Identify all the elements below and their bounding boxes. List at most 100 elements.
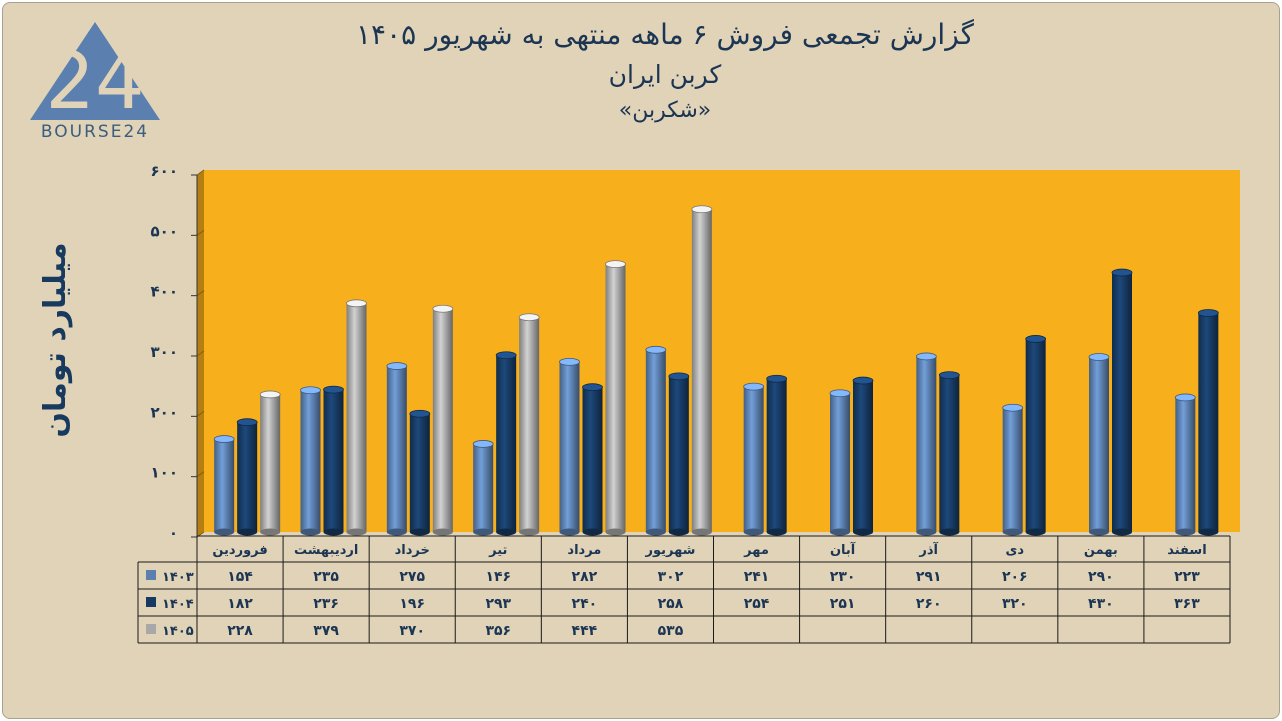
gridline-300	[196, 350, 205, 357]
bar-0-2	[260, 394, 281, 532]
data-label-0-0: ۱۵۴	[227, 569, 253, 585]
legend-label-2: ۱۴۰۵	[162, 624, 194, 639]
bar-2-2	[432, 308, 453, 532]
data-label-2-2: ۳۷۰	[399, 623, 425, 639]
bar-9-0	[1002, 407, 1023, 532]
bar-7-1	[853, 380, 873, 532]
bar-top-4-0	[559, 357, 580, 366]
gridline-400	[196, 290, 205, 297]
bar-top-2-1	[409, 409, 431, 418]
data-label-0-9: ۲۰۶	[1002, 569, 1028, 585]
logo-mark: 24	[45, 37, 144, 127]
bar-top-3-1	[495, 351, 517, 360]
legend-key-1	[146, 597, 156, 607]
bar-top-0-0	[213, 435, 235, 443]
x-category-label-8: آذر	[918, 541, 938, 558]
data-label-1-6: ۲۵۴	[744, 596, 770, 612]
bar-base-7-1	[853, 528, 873, 536]
bar-base-9-1	[1025, 528, 1046, 536]
bar-9-1	[1025, 338, 1046, 532]
bar-base-10-0	[1089, 528, 1109, 536]
bar-5-0	[645, 349, 666, 532]
bar-base-8-0	[916, 528, 937, 536]
bar-base-2-2	[432, 528, 453, 536]
bar-top-6-1	[766, 374, 788, 383]
bar-4-1	[582, 387, 603, 532]
bar-top-4-1	[582, 383, 603, 392]
bar-top-8-1	[938, 371, 960, 380]
bar-top-1-2	[346, 299, 367, 308]
bar-11-0	[1175, 397, 1196, 532]
bar-base-0-2	[260, 528, 281, 536]
bar-base-5-1	[668, 528, 689, 536]
x-category-label-10: بهمن	[1084, 543, 1118, 558]
bar-3-0	[473, 443, 494, 532]
data-label-1-7: ۲۵۱	[830, 596, 856, 612]
y-tick-label-0: ۰	[169, 524, 178, 542]
data-label-1-11: ۳۶۳	[1174, 596, 1200, 612]
bar-base-4-2	[605, 528, 626, 536]
data-label-0-8: ۲۹۱	[916, 569, 942, 585]
data-label-0-2: ۲۷۵	[399, 569, 425, 585]
gridline-100	[196, 471, 205, 478]
bar-base-11-1	[1198, 528, 1219, 536]
bar-top-4-2	[605, 260, 626, 269]
data-label-0-1: ۲۳۵	[313, 569, 339, 585]
bar-base-7-0	[830, 528, 850, 536]
data-label-1-9: ۳۲۰	[1002, 596, 1028, 612]
logo-text: BOURSE24	[40, 122, 150, 142]
bar-base-2-0	[386, 528, 407, 536]
bar-1-2	[346, 303, 367, 532]
bar-base-6-1	[766, 528, 787, 536]
legend-label-0: ۱۴۰۳	[162, 570, 194, 585]
bar-5-1	[668, 376, 689, 532]
bar-6-1	[766, 378, 787, 532]
chart-ticker: «شکربن»	[618, 98, 712, 123]
bar-7-0	[830, 393, 850, 532]
bar-11-1	[1198, 312, 1219, 532]
bar-1-1	[323, 389, 344, 532]
bar-base-11-0	[1175, 528, 1196, 536]
bar-2-1	[409, 413, 430, 532]
bar-0-1	[237, 422, 258, 532]
data-label-0-11: ۲۲۳	[1174, 569, 1200, 585]
bar-top-11-0	[1174, 393, 1196, 402]
bar-base-6-0	[743, 528, 764, 536]
data-label-1-10: ۴۳۰	[1088, 596, 1114, 612]
bar-base-3-2	[519, 528, 540, 536]
data-label-0-6: ۲۴۱	[744, 569, 770, 585]
bar-10-1	[1112, 272, 1132, 532]
bar-base-8-1	[939, 528, 960, 536]
bar-base-5-0	[645, 528, 666, 536]
bar-top-1-1	[323, 385, 344, 394]
data-label-2-1: ۳۷۹	[313, 623, 339, 639]
bar-10-0	[1089, 357, 1109, 532]
gridline-500	[196, 229, 205, 236]
bar-top-6-0	[743, 382, 765, 391]
bar-5-2	[691, 209, 712, 532]
data-label-2-0: ۲۲۸	[227, 623, 253, 639]
data-label-1-8: ۲۶۰	[916, 596, 942, 612]
chart-subtitle: کربن ایران	[608, 60, 722, 89]
bar-0-0	[214, 439, 235, 532]
plot-area	[204, 170, 1240, 532]
y-tick-label-600: ۶۰۰	[151, 162, 178, 180]
x-category-label-2: خرداد	[395, 543, 430, 558]
bar-top-3-0	[472, 440, 494, 448]
x-category-label-3: تیر	[488, 543, 507, 558]
x-category-label-9: دی	[1005, 543, 1024, 558]
data-label-1-2: ۱۹۶	[399, 596, 425, 612]
bar-base-5-2	[691, 528, 712, 536]
bar-top-11-1	[1197, 309, 1219, 317]
data-label-1-0: ۱۸۲	[227, 596, 253, 612]
bourse24-logo: 24	[30, 22, 160, 127]
bar-base-9-0	[1002, 528, 1023, 536]
data-label-0-10: ۲۹۰	[1088, 569, 1114, 585]
x-category-label-7: آبان	[830, 541, 856, 558]
bar-base-3-0	[473, 528, 494, 536]
bar-4-0	[559, 361, 580, 532]
bar-3-2	[519, 317, 540, 532]
y-tick-label-300: ۳۰۰	[151, 343, 178, 361]
data-label-2-5: ۵۳۵	[658, 623, 684, 639]
